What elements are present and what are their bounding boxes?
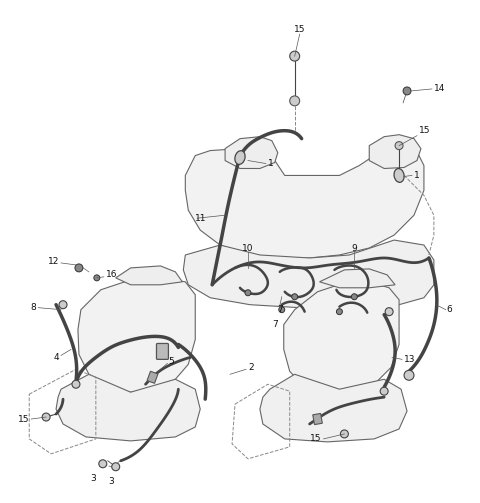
Polygon shape bbox=[369, 135, 421, 169]
Polygon shape bbox=[320, 269, 395, 288]
Circle shape bbox=[292, 294, 298, 300]
Ellipse shape bbox=[235, 151, 245, 164]
Text: 2: 2 bbox=[248, 363, 253, 372]
Circle shape bbox=[59, 301, 67, 309]
Circle shape bbox=[42, 413, 50, 421]
Bar bbox=[313, 413, 323, 425]
Text: 10: 10 bbox=[242, 243, 254, 253]
Circle shape bbox=[380, 387, 388, 395]
Circle shape bbox=[290, 96, 300, 106]
Text: 11: 11 bbox=[195, 214, 207, 223]
Text: 13: 13 bbox=[404, 355, 416, 364]
Text: 3: 3 bbox=[90, 474, 96, 483]
Circle shape bbox=[290, 51, 300, 61]
Circle shape bbox=[336, 309, 342, 315]
Text: 7: 7 bbox=[272, 320, 277, 329]
Text: 9: 9 bbox=[351, 243, 357, 253]
FancyBboxPatch shape bbox=[156, 344, 168, 359]
Text: 6: 6 bbox=[447, 305, 453, 314]
Text: 16: 16 bbox=[106, 271, 117, 279]
Circle shape bbox=[112, 463, 120, 471]
Polygon shape bbox=[183, 240, 434, 308]
Polygon shape bbox=[284, 282, 399, 392]
Circle shape bbox=[395, 142, 403, 149]
Circle shape bbox=[72, 380, 80, 388]
Circle shape bbox=[385, 308, 393, 315]
Polygon shape bbox=[185, 148, 424, 258]
Text: 8: 8 bbox=[30, 303, 36, 312]
Text: 15: 15 bbox=[419, 126, 431, 135]
Circle shape bbox=[94, 275, 100, 281]
Text: 5: 5 bbox=[168, 357, 174, 366]
Text: 4: 4 bbox=[53, 353, 59, 362]
Bar bbox=[147, 371, 158, 383]
Text: 1: 1 bbox=[414, 171, 420, 180]
Text: 15: 15 bbox=[18, 414, 29, 424]
Circle shape bbox=[351, 294, 357, 300]
Circle shape bbox=[404, 370, 414, 380]
Circle shape bbox=[403, 87, 411, 95]
Polygon shape bbox=[225, 137, 278, 169]
Text: 7: 7 bbox=[277, 305, 283, 314]
Polygon shape bbox=[260, 374, 407, 442]
Polygon shape bbox=[116, 266, 182, 285]
Circle shape bbox=[75, 264, 83, 272]
Text: 3: 3 bbox=[108, 477, 114, 486]
Circle shape bbox=[99, 460, 107, 468]
Circle shape bbox=[279, 307, 285, 313]
Circle shape bbox=[245, 290, 251, 296]
Circle shape bbox=[340, 430, 348, 438]
Text: 1: 1 bbox=[268, 159, 274, 168]
Text: 12: 12 bbox=[48, 258, 59, 267]
Polygon shape bbox=[78, 278, 195, 392]
Text: 15: 15 bbox=[310, 435, 322, 444]
Ellipse shape bbox=[394, 169, 404, 183]
Text: 15: 15 bbox=[294, 25, 305, 34]
Text: 14: 14 bbox=[434, 85, 445, 94]
Polygon shape bbox=[56, 374, 200, 441]
